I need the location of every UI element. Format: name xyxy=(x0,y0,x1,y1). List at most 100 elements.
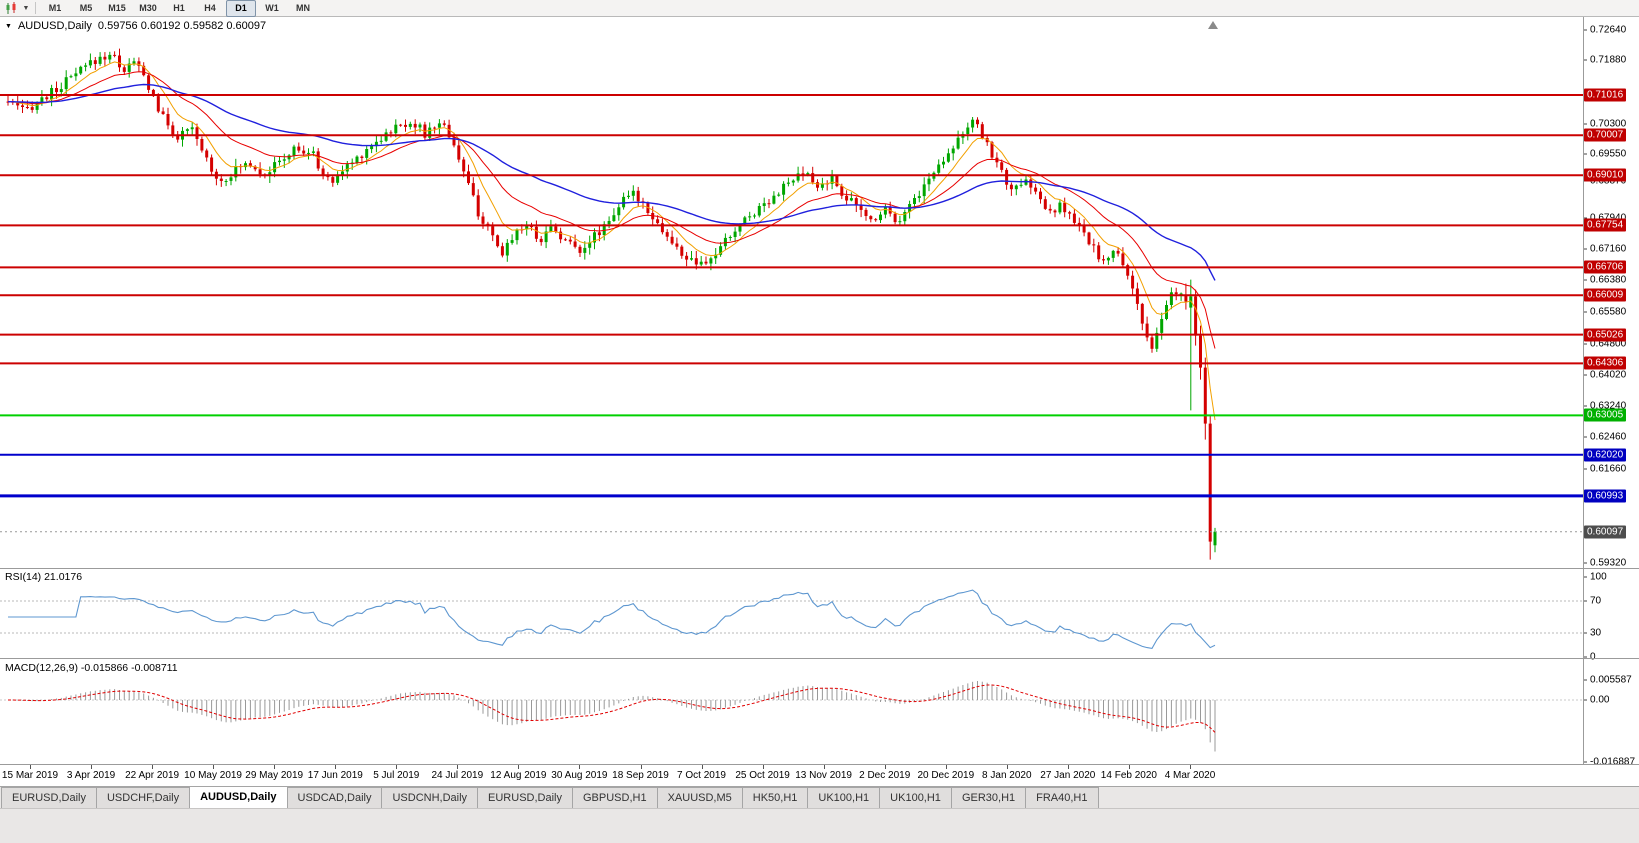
price-axis[interactable]: 0.726400.718800.703000.695500.688700.679… xyxy=(1584,17,1639,785)
macd-axis-label: 0.005587 xyxy=(1584,674,1639,685)
chart-tab-fra40-h1[interactable]: FRA40,H1 xyxy=(1025,787,1099,808)
axis-tick xyxy=(1584,217,1587,219)
date-axis-label: 25 Oct 2019 xyxy=(735,770,790,781)
date-axis-label: 15 Mar 2019 xyxy=(1,770,59,781)
chart-tab-xauusd-m5[interactable]: XAUUSD,M5 xyxy=(656,787,743,808)
chart-tab-usdchf-daily[interactable]: USDCHF,Daily xyxy=(95,787,191,808)
axis-tick xyxy=(1584,600,1587,602)
date-axis-tick xyxy=(579,765,581,769)
price-axis-label: 0.66380 xyxy=(1584,275,1639,286)
chart-tab-uk100-h1[interactable]: UK100,H1 xyxy=(879,787,952,808)
date-axis-tick xyxy=(457,765,459,769)
chart-tab-bar: EURUSD,Daily USDCHF,Daily AUDUSD,Daily USDC… xyxy=(0,786,1639,808)
timeframes-toolbar: ▼ M1 M5 M15 M30 H1 H4 D1 W1 MN xyxy=(0,0,1639,17)
rsi-axis-label: 70 xyxy=(1584,596,1639,607)
timeframe-button-m1[interactable]: M1 xyxy=(48,2,62,13)
level-price-badge: 0.62020 xyxy=(1584,448,1627,462)
axis-tick xyxy=(1584,343,1587,345)
date-axis-label: 22 Apr 2019 xyxy=(125,770,180,781)
current-price-badge: 0.60097 xyxy=(1584,525,1627,539)
chart-tab-hk50-h1[interactable]: HK50,H1 xyxy=(741,787,809,808)
price-axis-label: 0.61660 xyxy=(1584,464,1639,475)
timeframe-button-m5[interactable]: M5 xyxy=(79,2,93,13)
timeframe-button-m30[interactable]: M30 xyxy=(139,2,157,13)
chart-tab-usdcad-daily[interactable]: USDCAD,Daily xyxy=(286,787,383,808)
level-price-badge: 0.60993 xyxy=(1584,489,1627,503)
price-axis-label: 0.67160 xyxy=(1584,244,1639,255)
axis-tick xyxy=(1584,123,1587,125)
axis-tick xyxy=(1584,761,1587,763)
date-axis[interactable]: 15 Mar 2019 3 Apr 2019 22 Apr 2019 10 May 2… xyxy=(0,765,1583,785)
date-axis-label: 5 Jul 2019 xyxy=(373,770,420,781)
chart-tab-gbpusd-h1[interactable]: GBPUSD,H1 xyxy=(572,787,658,808)
chart-window[interactable]: ▼ AUDUSD,Daily 0.59756 0.60192 0.59582 0… xyxy=(0,17,1639,786)
chart-type-caret-icon[interactable]: ▼ xyxy=(22,4,30,12)
price-axis-label: 0.59320 xyxy=(1584,557,1639,568)
axis-tick xyxy=(1584,632,1587,634)
date-axis-label: 4 Mar 2020 xyxy=(1164,770,1216,781)
pane-divider[interactable] xyxy=(0,658,1639,659)
date-axis-label: 24 Jul 2019 xyxy=(431,770,484,781)
date-axis-tick xyxy=(518,765,520,769)
timeframe-button-m15[interactable]: M15 xyxy=(108,2,126,13)
date-axis-tick xyxy=(30,765,31,769)
timeframe-button-h1[interactable]: H1 xyxy=(173,2,185,13)
price-chart-canvas[interactable] xyxy=(0,17,1583,568)
axis-tick xyxy=(1584,436,1587,438)
pane-divider[interactable] xyxy=(0,568,1639,569)
date-axis-label: 8 Jan 2020 xyxy=(982,770,1032,781)
axis-tick xyxy=(1584,59,1587,61)
axis-tick xyxy=(1584,153,1587,155)
price-axis-label: 0.72640 xyxy=(1584,25,1639,36)
price-axis-label: 0.64800 xyxy=(1584,338,1639,349)
chart-tab-ger30-h1[interactable]: GER30,H1 xyxy=(950,787,1027,808)
macd-canvas[interactable] xyxy=(0,659,1583,764)
rsi-pane[interactable] xyxy=(0,569,1583,663)
chart-tab-usdcnh-daily[interactable]: USDCNH,Daily xyxy=(381,787,479,808)
axis-tick xyxy=(1584,562,1587,564)
rsi-canvas[interactable] xyxy=(0,569,1583,658)
date-axis-tick xyxy=(91,765,92,769)
level-price-badge: 0.70007 xyxy=(1584,128,1627,142)
chart-symbol-period: AUDUSD,Daily xyxy=(17,20,92,32)
date-axis-label: 3 Apr 2019 xyxy=(66,770,116,781)
axis-tick xyxy=(1584,279,1587,281)
axis-tick xyxy=(1584,374,1587,376)
date-axis-tick xyxy=(823,765,825,769)
axis-tick xyxy=(1584,311,1587,313)
price-axis-border xyxy=(1583,17,1584,765)
date-axis-label: 2 Dec 2019 xyxy=(859,770,911,781)
date-axis-label: 7 Oct 2019 xyxy=(677,770,726,781)
chart-title: ▼ AUDUSD,Daily 0.59756 0.60192 0.59582 0… xyxy=(5,20,266,32)
timeframe-button-w1[interactable]: W1 xyxy=(265,2,279,13)
collapse-caret-icon[interactable]: ▼ xyxy=(5,22,12,30)
chart-tab-audusd-daily[interactable]: AUDUSD,Daily xyxy=(189,787,288,808)
date-axis-label: 18 Sep 2019 xyxy=(612,770,669,781)
date-axis-tick xyxy=(762,765,764,769)
price-axis-label: 0.67940 xyxy=(1584,213,1639,224)
date-axis-label: 20 Dec 2019 xyxy=(917,770,975,781)
date-axis-label: 30 Aug 2019 xyxy=(551,770,608,781)
price-axis-label: 0.70300 xyxy=(1584,118,1639,129)
chart-type-icon[interactable] xyxy=(3,1,21,16)
level-price-badge: 0.66009 xyxy=(1584,288,1627,302)
date-axis-label: 12 Aug 2019 xyxy=(490,770,547,781)
date-axis-label: 10 May 2019 xyxy=(184,770,243,781)
price-chart-pane[interactable] xyxy=(0,17,1583,573)
macd-pane[interactable] xyxy=(0,659,1583,769)
axis-tick xyxy=(1584,699,1587,701)
date-axis-tick xyxy=(701,765,703,769)
level-price-badge: 0.64306 xyxy=(1584,356,1627,370)
timeframe-button-h4[interactable]: H4 xyxy=(204,2,216,13)
chart-tab-eurusd-daily[interactable]: EURUSD,Daily xyxy=(477,787,573,808)
timeframe-button-mn[interactable]: MN xyxy=(296,2,310,13)
price-axis-label: 0.62460 xyxy=(1584,432,1639,443)
date-axis-label: 17 Jun 2019 xyxy=(307,770,363,781)
chart-tab-uk100-h1[interactable]: UK100,H1 xyxy=(807,787,881,808)
price-axis-label: 0.71880 xyxy=(1584,55,1639,66)
timeframe-button-d1[interactable]: D1 xyxy=(226,0,256,17)
date-axis-tick xyxy=(1190,765,1191,769)
chart-tab-eurusd-daily[interactable]: EURUSD,Daily xyxy=(1,787,97,808)
level-price-badge: 0.66706 xyxy=(1584,260,1627,274)
